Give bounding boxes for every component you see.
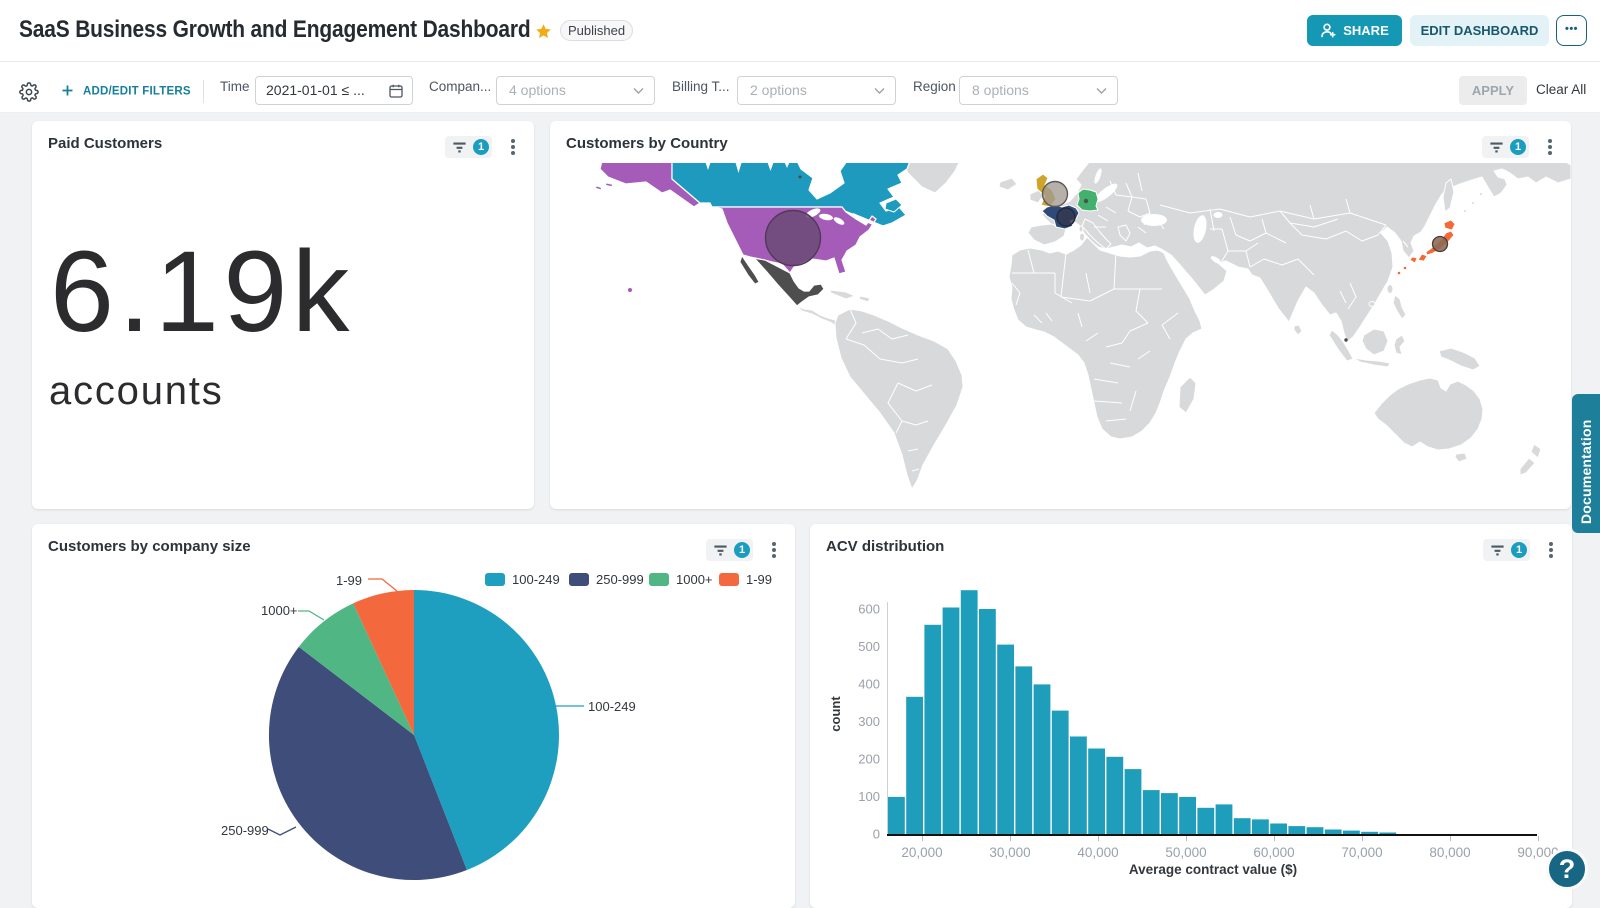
svg-text:50,000: 50,000	[1165, 845, 1206, 860]
svg-text:80,000: 80,000	[1429, 845, 1470, 860]
svg-text:0: 0	[873, 827, 880, 842]
svg-text:Average contract value ($): Average contract value ($)	[1129, 862, 1297, 877]
svg-text:20,000: 20,000	[901, 845, 942, 860]
svg-text:100: 100	[858, 789, 880, 804]
svg-text:count: count	[828, 696, 843, 732]
svg-text:400: 400	[858, 677, 880, 692]
svg-text:600: 600	[858, 602, 880, 617]
svg-text:30,000: 30,000	[989, 845, 1030, 860]
svg-text:60,000: 60,000	[1253, 845, 1294, 860]
svg-text:40,000: 40,000	[1077, 845, 1118, 860]
svg-text:70,000: 70,000	[1341, 845, 1382, 860]
svg-text:300: 300	[858, 714, 880, 729]
svg-text:500: 500	[858, 639, 880, 654]
svg-text:90,000: 90,000	[1517, 845, 1558, 860]
svg-text:200: 200	[858, 752, 880, 767]
